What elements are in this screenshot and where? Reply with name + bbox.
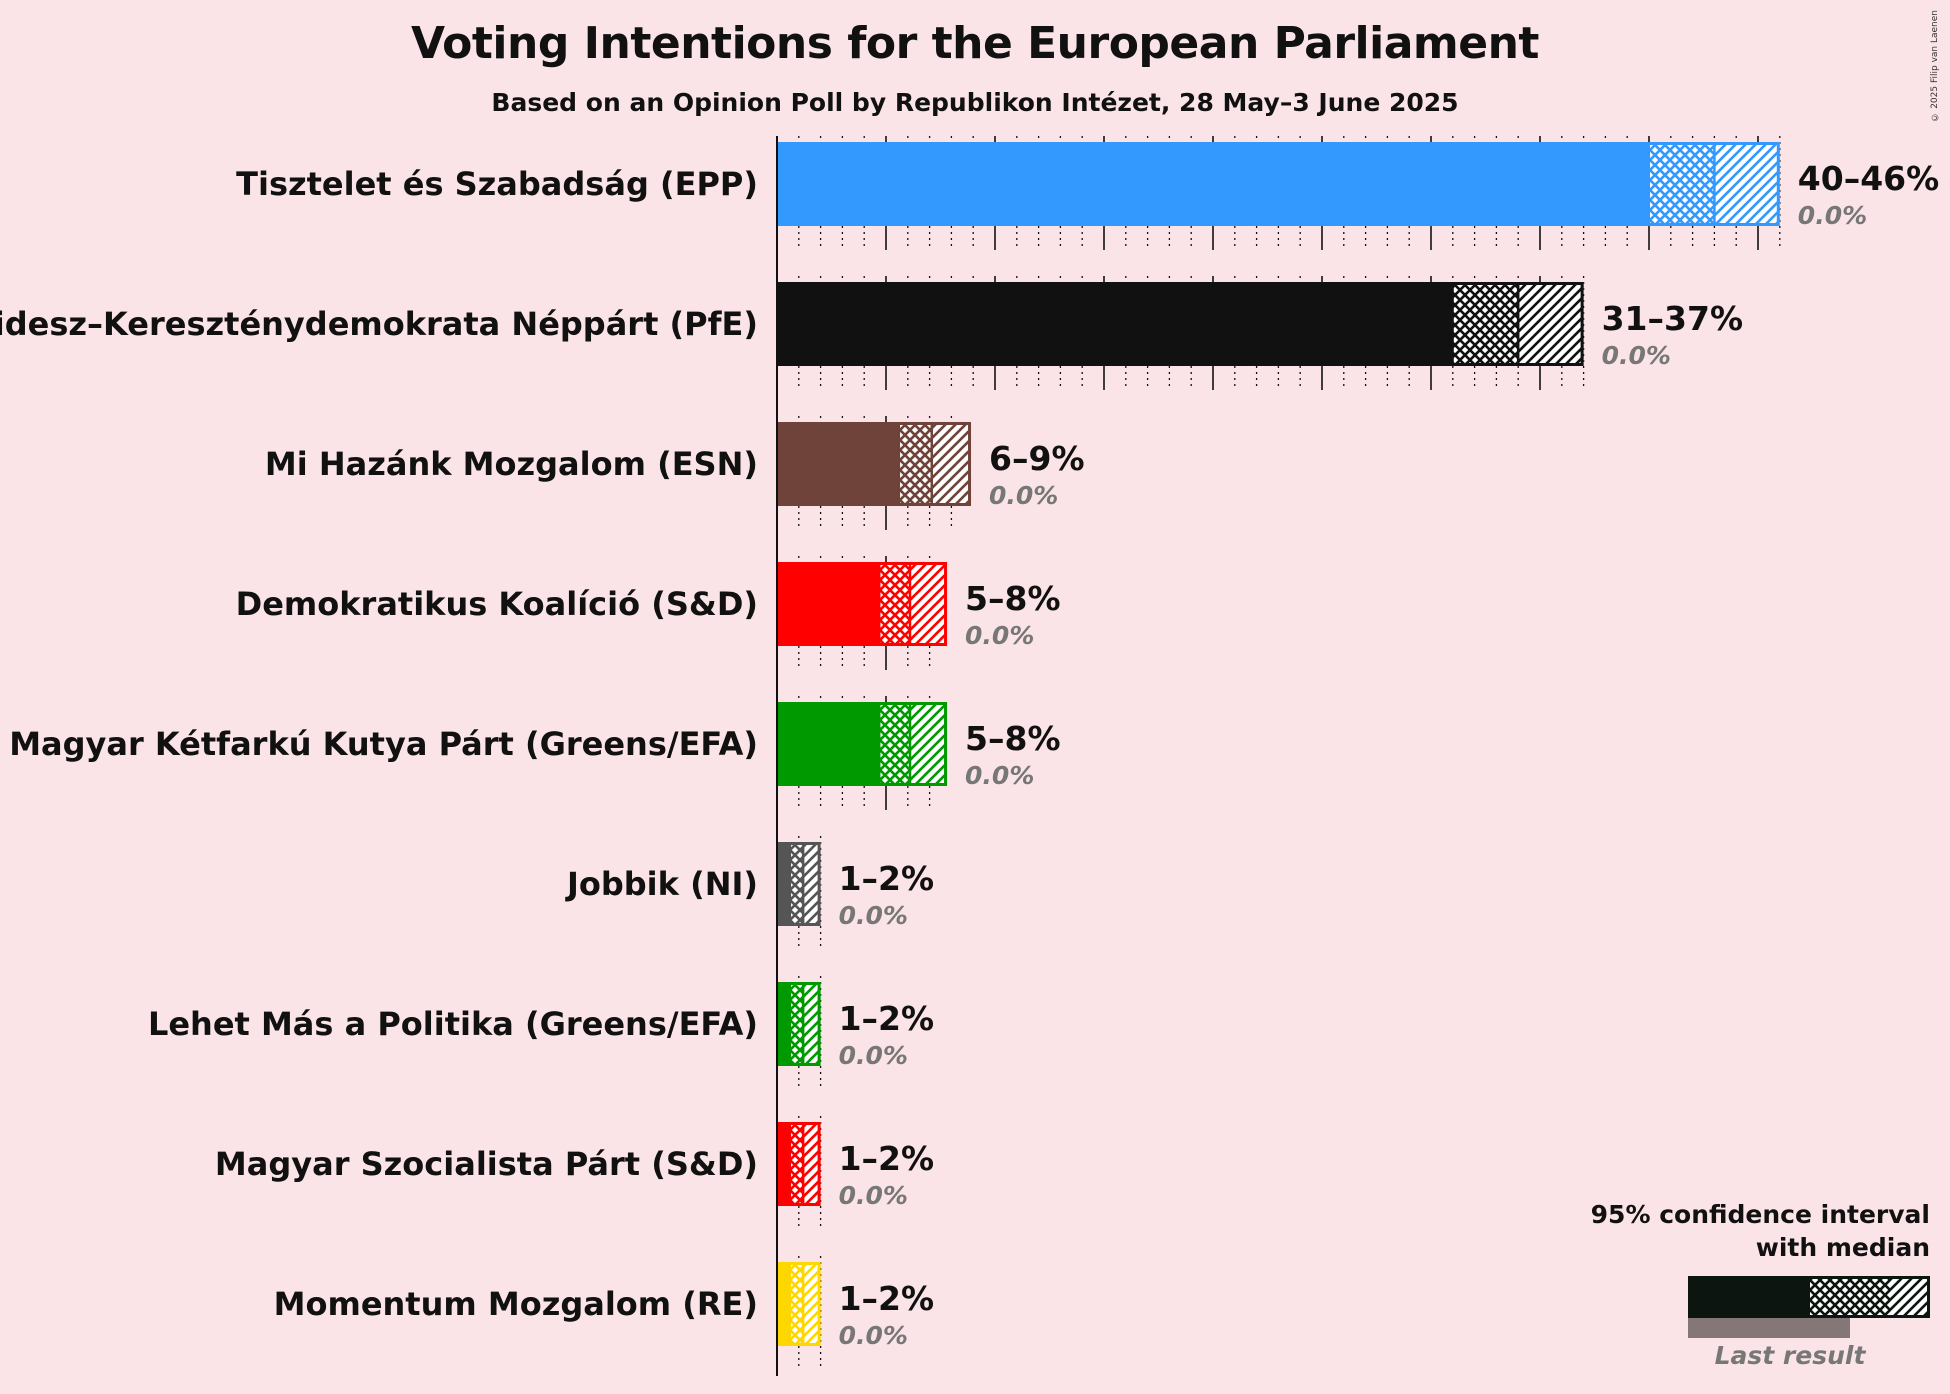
bar-ci-upper	[909, 562, 948, 646]
last-result-label: 0.0%	[965, 621, 1034, 650]
bar-solid	[777, 142, 1649, 226]
range-label: 1–2%	[839, 999, 935, 1038]
bar-solid	[777, 702, 880, 786]
bar-solid	[777, 842, 791, 926]
range-label: 5–8%	[965, 719, 1061, 758]
row-magyar-szocialista-p-rt-s-d: Magyar Szocialista Párt (S&D) 1–2% 0.0%	[215, 1116, 934, 1230]
last-result-label: 0.0%	[839, 1041, 908, 1070]
bar-ci-lower	[790, 1122, 804, 1206]
row-mi-haz-nk-mozgalom-esn: Mi Hazánk Mozgalom (ESN) 6–9% 0.0%	[265, 416, 1085, 530]
bar-ci-lower	[879, 702, 910, 786]
bar-outline	[777, 142, 1780, 226]
legend-ci-upper	[1890, 1276, 1930, 1318]
legend-title-line2: with median	[1756, 1233, 1930, 1262]
bar-ci-upper	[1518, 282, 1584, 366]
bar-solid	[777, 422, 900, 506]
last-result-label: 0.0%	[989, 481, 1058, 510]
bar-ci-upper	[1714, 142, 1780, 226]
bar-ci-upper	[803, 842, 821, 926]
bar-ci-lower	[790, 982, 804, 1066]
bar-solid	[777, 562, 880, 646]
party-label: Magyar Szocialista Párt (S&D)	[215, 1145, 758, 1183]
row-demokratikus-koal-ci-s-d: Demokratikus Koalíció (S&D) 5–8% 0.0%	[236, 556, 1061, 670]
bar-outline	[777, 562, 948, 646]
bar-solid	[777, 1122, 791, 1206]
bars-layer: Tisztelet és Szabadság (EPP) 40–46%0.0%Fi…	[0, 136, 1939, 1376]
bar-outline	[777, 842, 821, 926]
chart-title: Voting Intentions for the European Parli…	[411, 18, 1539, 69]
bar-solid	[777, 1262, 791, 1346]
range-label: 31–37%	[1602, 299, 1743, 338]
party-label: Magyar Kétfarkú Kutya Párt (Greens/EFA)	[9, 725, 758, 763]
bar-ci-lower	[790, 842, 804, 926]
row-momentum-mozgalom-re: Momentum Mozgalom (RE) 1–2% 0.0%	[274, 1256, 934, 1370]
bar-ci-upper	[909, 702, 948, 786]
party-label: Demokratikus Koalíció (S&D)	[236, 585, 758, 623]
bar-outline	[777, 1262, 821, 1346]
party-label: Tisztelet és Szabadság (EPP)	[236, 165, 758, 203]
chart-subtitle: Based on an Opinion Poll by Republikon I…	[491, 88, 1459, 117]
legend-last-result-label: Last result	[1715, 1341, 1867, 1370]
party-label: Mi Hazánk Mozgalom (ESN)	[265, 445, 758, 483]
row-tisztelet-s-szabads-g-epp: Tisztelet és Szabadság (EPP) 40–46% 0.0%	[236, 136, 1939, 250]
range-label: 1–2%	[839, 1139, 935, 1178]
range-label: 1–2%	[839, 1279, 935, 1318]
last-result-label: 0.0%	[839, 901, 908, 930]
row-magyar-k-tfark-kutya-p-rt-greens-efa: Magyar Kétfarkú Kutya Párt (Greens/EFA) 5…	[9, 696, 1061, 810]
legend-swatch	[1688, 1276, 1930, 1338]
legend-ci-lower	[1810, 1276, 1890, 1318]
bar-solid	[777, 282, 1453, 366]
row-jobbik-ni: Jobbik (NI) 1–2% 0.0%	[565, 836, 934, 950]
bar-outline	[777, 982, 821, 1066]
legend-solid	[1688, 1276, 1810, 1318]
party-label: Jobbik (NI)	[565, 865, 758, 903]
range-label: 5–8%	[965, 579, 1061, 618]
last-result-label: 0.0%	[1798, 201, 1867, 230]
last-result-label: 0.0%	[839, 1181, 908, 1210]
bar-ci-lower	[1452, 282, 1519, 366]
bar-ci-upper	[803, 1122, 821, 1206]
party-label: Fidesz–Kereszténydemokrata Néppárt (PfE)	[0, 305, 758, 343]
party-label: Momentum Mozgalom (RE)	[274, 1285, 758, 1323]
range-label: 1–2%	[839, 859, 935, 898]
last-result-label: 0.0%	[965, 761, 1034, 790]
bar-outline	[777, 1122, 821, 1206]
bar-ci-lower	[1649, 142, 1715, 226]
bar-ci-upper	[803, 982, 821, 1066]
bar-ci-lower	[879, 562, 910, 646]
bar-ci-upper	[931, 422, 972, 506]
row-lehet-m-s-a-politika-greens-efa: Lehet Más a Politika (Greens/EFA) 1–2% 0.0…	[148, 976, 934, 1090]
last-result-label: 0.0%	[839, 1321, 908, 1350]
range-label: 6–9%	[989, 439, 1085, 478]
range-label: 40–46%	[1798, 159, 1939, 198]
bar-outline	[777, 282, 1584, 366]
bar-outline	[777, 422, 972, 506]
row-fidesz-kereszt-nydemokrata-n-pp-rt-pfe: Fidesz–Kereszténydemokrata Néppárt (PfE)…	[0, 276, 1743, 390]
legend: 95% confidence interval with median Last…	[1591, 1200, 1930, 1370]
legend-title-line1: 95% confidence interval	[1591, 1200, 1930, 1229]
party-label: Lehet Más a Politika (Greens/EFA)	[148, 1005, 758, 1043]
bar-ci-lower	[899, 422, 932, 506]
last-result-label: 0.0%	[1602, 341, 1671, 370]
bar-solid	[777, 982, 791, 1066]
bar-ci-upper	[803, 1262, 821, 1346]
legend-outline	[1688, 1276, 1930, 1318]
bar-ci-lower	[790, 1262, 804, 1346]
bar-outline	[777, 702, 948, 786]
